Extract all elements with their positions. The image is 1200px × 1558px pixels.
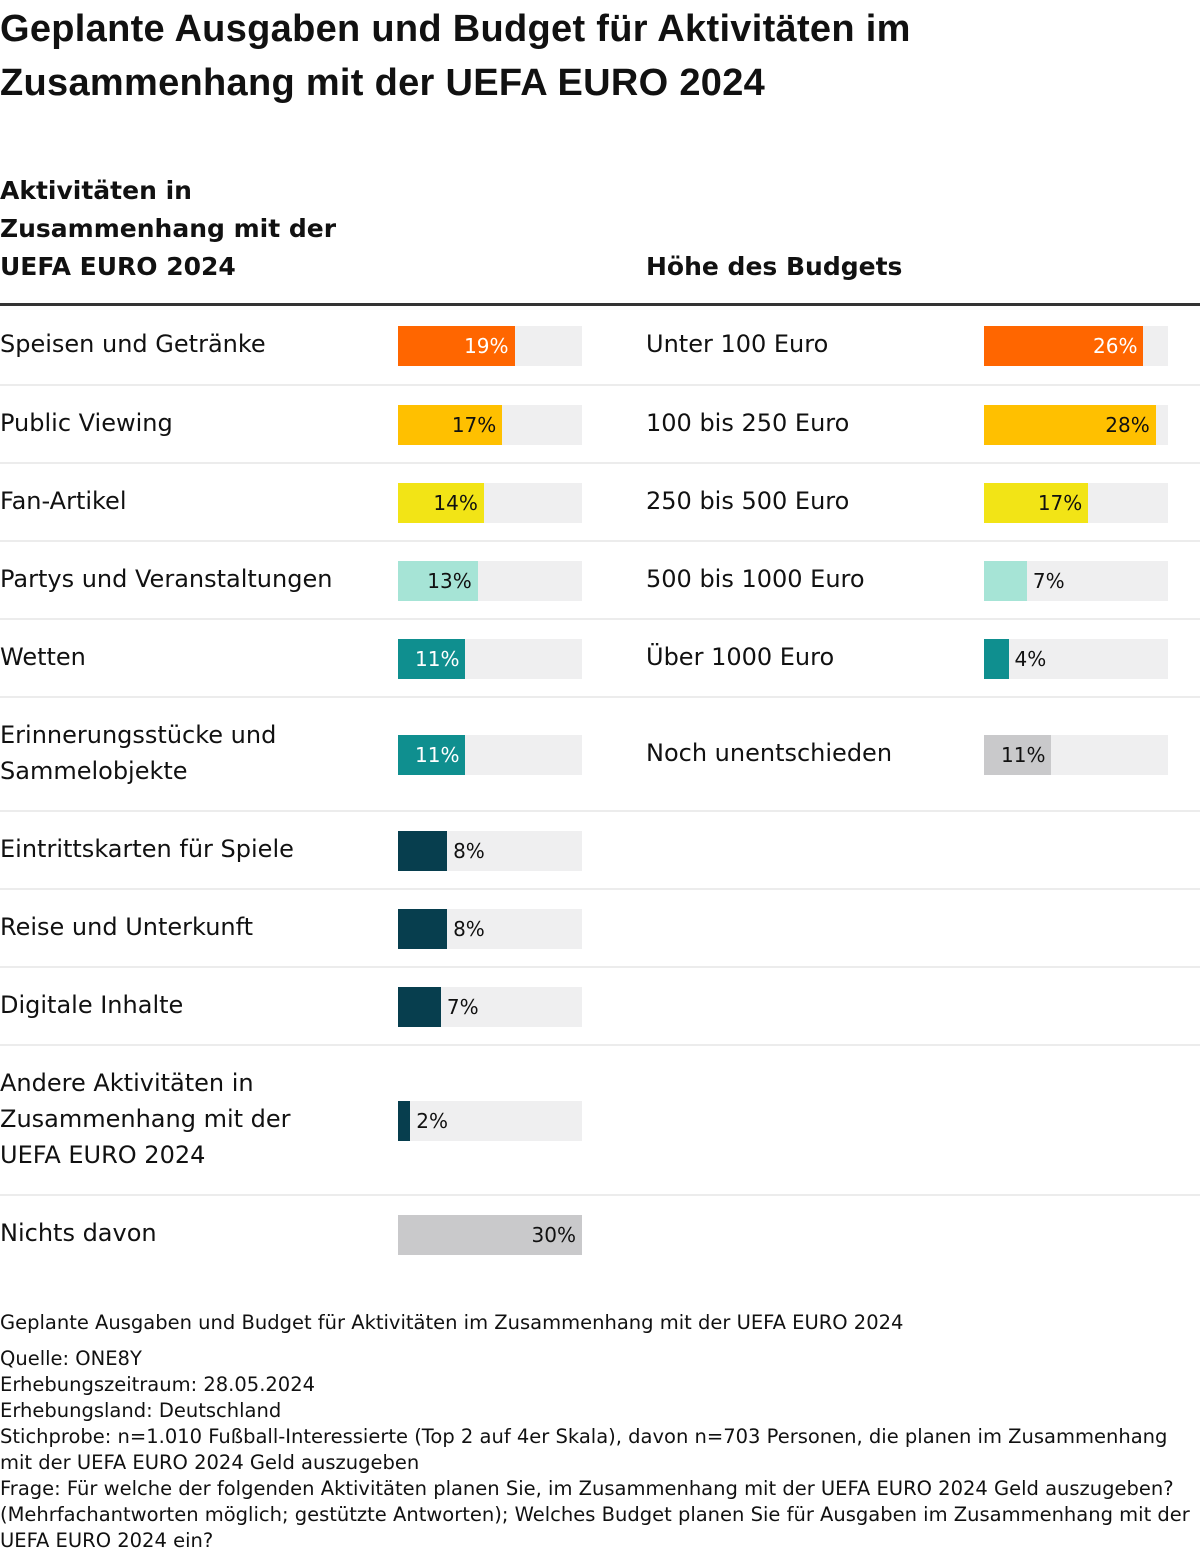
- left-bar-value-label: 2%: [416, 1109, 448, 1133]
- chart-row: [0, 620, 1200, 698]
- left-bar-track: 30%: [398, 1215, 582, 1255]
- left-bar-track: 17%: [398, 405, 582, 445]
- right-bar-track: 11%: [984, 735, 1168, 775]
- footer-country: Erhebungsland: Deutschland: [0, 1399, 282, 1422]
- right-column-header: Höhe des Budgets: [646, 252, 903, 281]
- right-bar-value-label: 11%: [1001, 743, 1046, 767]
- activity-label: Digitale Inhalte: [0, 991, 184, 1019]
- left-bar-value-label: 8%: [453, 839, 485, 863]
- left-bar: [398, 831, 448, 871]
- chart-row: [0, 968, 1200, 1046]
- left-bar: [398, 561, 478, 601]
- left-bar-track: 8%: [398, 909, 582, 949]
- chart-row: [0, 698, 1200, 812]
- left-bar-value-label: 30%: [531, 1223, 576, 1247]
- page-title: Geplante Ausgaben und Budget für Aktivit…: [0, 8, 911, 104]
- activity-label: Partys und Veranstaltungen: [0, 565, 333, 593]
- left-bar: [398, 639, 466, 679]
- budget-label: 500 bis 1000 Euro: [646, 565, 865, 593]
- right-bar: [984, 561, 1027, 601]
- chart-row: [0, 386, 1200, 464]
- activity-label: Fan-Artikel: [0, 487, 127, 515]
- right-bar-value-label: 4%: [1014, 647, 1047, 671]
- left-bar-track: 14%: [398, 483, 582, 523]
- right-bar-track: 7%: [984, 561, 1168, 601]
- left-bar: [398, 483, 484, 523]
- left-bar: [398, 909, 448, 949]
- right-bar-track: 17%: [984, 483, 1168, 523]
- footer: Geplante Ausgaben und Budget für Aktivit…: [0, 1310, 1200, 1554]
- left-bar: [398, 1101, 411, 1141]
- chart-row: [0, 306, 1200, 386]
- left-bar-value-label: 8%: [453, 917, 485, 941]
- left-header-line: UEFA EURO 2024: [0, 252, 236, 281]
- activity-label: Andere Aktivitäten in Zusammenhang mit d…: [0, 1069, 291, 1169]
- budget-label: 250 bis 500 Euro: [646, 487, 850, 515]
- left-bar: [398, 326, 515, 366]
- activity-label: Eintrittskarten für Spiele: [0, 835, 294, 863]
- right-bar: [984, 483, 1089, 523]
- left-bar: [398, 735, 466, 775]
- right-bar: [984, 405, 1156, 445]
- right-bar-value-label: 28%: [1105, 413, 1150, 437]
- chart-row: [0, 890, 1200, 968]
- right-bar: [984, 735, 1052, 775]
- activity-label: Erinnerungsstücke und Sammelobjekte: [0, 721, 277, 785]
- activity-label: Wetten: [0, 643, 86, 671]
- footer-period: Erhebungszeitraum: 28.05.2024: [0, 1373, 316, 1396]
- left-bar-track: 11%: [398, 735, 582, 775]
- left-bar-track: 2%: [398, 1101, 582, 1141]
- left-bar-track: 8%: [398, 831, 582, 871]
- left-bar: [398, 987, 441, 1027]
- left-bar: [398, 1215, 582, 1255]
- right-bar-track: 4%: [984, 639, 1168, 679]
- footer-sample: Stichprobe: n=1.010 Fußball-Interessiert…: [0, 1425, 1168, 1474]
- left-bar-value-label: 11%: [415, 647, 460, 671]
- left-bar-value-label: 7%: [446, 995, 479, 1019]
- budget-label: Unter 100 Euro: [646, 330, 829, 358]
- right-bar-track: 28%: [984, 405, 1168, 445]
- footer-caption: Geplante Ausgaben und Budget für Aktivit…: [0, 1311, 904, 1334]
- footer-question: Frage: Für welche der folgenden Aktivitä…: [0, 1477, 1190, 1552]
- chart-row: [0, 1046, 1200, 1196]
- budget-label: 100 bis 250 Euro: [646, 409, 850, 437]
- left-bar-value-label: 19%: [464, 334, 509, 358]
- left-bar-value-label: 13%: [427, 569, 472, 593]
- left-bar-value-label: 11%: [415, 743, 460, 767]
- left-bar: [398, 405, 503, 445]
- right-bar-track: 26%: [984, 326, 1168, 366]
- activity-label: Nichts davon: [0, 1219, 157, 1247]
- footer-source: Quelle: ONE8Y: [0, 1347, 142, 1370]
- right-bar-value-label: 7%: [1032, 569, 1065, 593]
- right-bar: [984, 326, 1144, 366]
- right-bar: [984, 639, 1009, 679]
- header-rule: [0, 303, 1200, 306]
- left-header-line: Zusammenhang mit der: [0, 214, 337, 243]
- left-bar-track: 11%: [398, 639, 582, 679]
- budget-label: Über 1000 Euro: [646, 643, 835, 671]
- left-bar-value-label: 17%: [451, 413, 497, 437]
- left-column-header: Aktivitäten in Zusammenhang mit der UEFA…: [0, 172, 336, 286]
- chart-row: [0, 812, 1200, 890]
- left-bar-value-label: 14%: [433, 491, 478, 515]
- activity-label: Speisen und Getränke: [0, 330, 266, 358]
- chart-row: [0, 542, 1200, 620]
- left-bar-track: 19%: [398, 326, 582, 366]
- right-bar-value-label: 17%: [1037, 491, 1083, 515]
- right-bar-value-label: 26%: [1093, 334, 1138, 358]
- left-header-line: Aktivitäten in: [0, 176, 192, 205]
- left-bar-track: 7%: [398, 987, 582, 1027]
- left-bar-track: 13%: [398, 561, 582, 601]
- activity-label: Reise und Unterkunft: [0, 913, 254, 941]
- activity-label: Public Viewing: [0, 409, 173, 437]
- budget-label: Noch unentschieden: [646, 739, 893, 767]
- chart-row: [0, 464, 1200, 542]
